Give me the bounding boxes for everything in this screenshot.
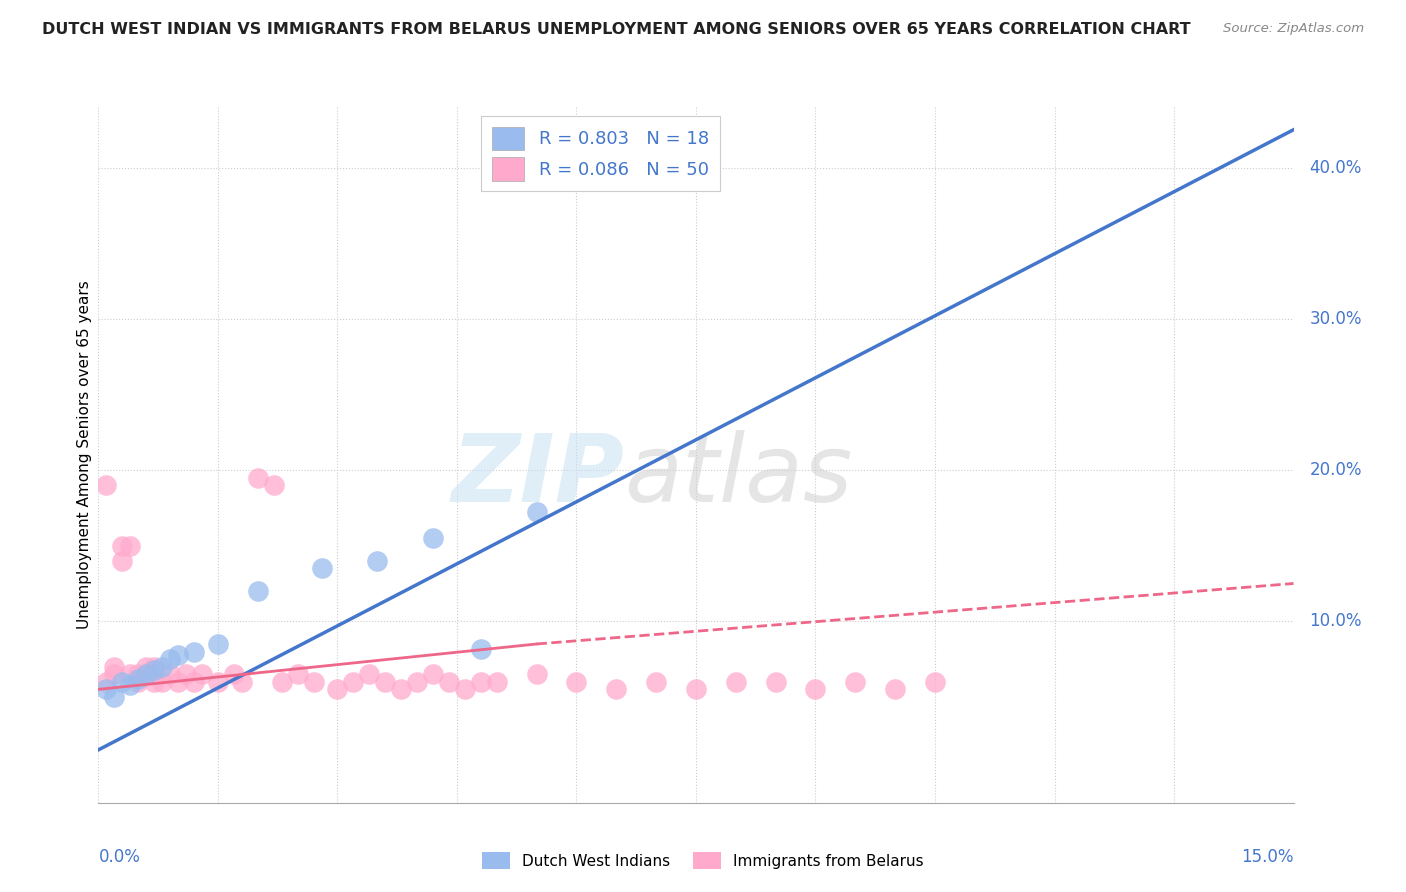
Text: ZIP: ZIP [451,430,624,522]
Point [191,667,214,681]
Point [924,674,946,689]
Text: atlas: atlas [624,430,852,521]
Point [120,539,142,553]
Point [111,674,134,689]
Point [120,678,142,692]
Point [159,667,181,681]
Point [150,674,173,689]
Point [605,682,627,697]
Point [183,644,205,658]
Point [685,682,707,697]
Point [120,667,142,681]
Point [174,667,197,681]
Point [183,674,205,689]
Point [143,663,166,677]
Legend: R = 0.803   N = 18, R = 0.086   N = 50: R = 0.803 N = 18, R = 0.086 N = 50 [481,116,720,192]
Point [222,667,245,681]
Point [96,478,118,492]
Text: Unemployment Among Seniors over 65 years: Unemployment Among Seniors over 65 years [76,281,91,629]
Point [406,674,429,689]
Point [359,667,381,681]
Legend: Dutch West Indians, Immigrants from Belarus: Dutch West Indians, Immigrants from Bela… [477,846,929,875]
Point [207,674,229,689]
Point [645,674,668,689]
Point [150,659,173,673]
Point [135,667,157,681]
Point [470,641,492,656]
Point [724,674,747,689]
Point [311,561,333,575]
Point [342,674,364,689]
Point [270,674,292,689]
Point [422,667,444,681]
Point [143,674,166,689]
Point [454,682,477,697]
Text: 0.0%: 0.0% [98,848,141,866]
Point [374,674,396,689]
Point [526,505,548,519]
Point [884,682,907,697]
Point [246,470,269,484]
Text: 15.0%: 15.0% [1241,848,1294,866]
Point [437,674,460,689]
Point [127,667,149,681]
Point [844,674,866,689]
Point [96,682,118,697]
Point [127,674,149,689]
Point [159,652,181,666]
Point [287,667,309,681]
Point [389,682,412,697]
Point [143,659,166,673]
Text: 20.0%: 20.0% [1309,461,1362,479]
Point [207,637,229,651]
Text: DUTCH WEST INDIAN VS IMMIGRANTS FROM BELARUS UNEMPLOYMENT AMONG SENIORS OVER 65 : DUTCH WEST INDIAN VS IMMIGRANTS FROM BEL… [42,22,1191,37]
Point [422,531,444,545]
Point [127,672,149,686]
Point [326,682,349,697]
Point [470,674,492,689]
Point [135,667,157,681]
Point [103,690,125,704]
Point [167,648,190,662]
Point [167,674,190,689]
Point [302,674,325,689]
Point [135,659,157,673]
Point [485,674,508,689]
Point [111,539,134,553]
Point [263,478,285,492]
Text: 10.0%: 10.0% [1309,612,1362,631]
Point [366,554,388,568]
Point [526,667,548,681]
Point [111,554,134,568]
Text: 30.0%: 30.0% [1309,310,1362,327]
Text: 40.0%: 40.0% [1309,159,1362,177]
Point [96,674,118,689]
Point [804,682,827,697]
Point [231,674,253,689]
Point [103,659,125,673]
Point [765,674,787,689]
Point [103,667,125,681]
Point [565,674,588,689]
Point [246,584,269,599]
Text: Source: ZipAtlas.com: Source: ZipAtlas.com [1223,22,1364,36]
